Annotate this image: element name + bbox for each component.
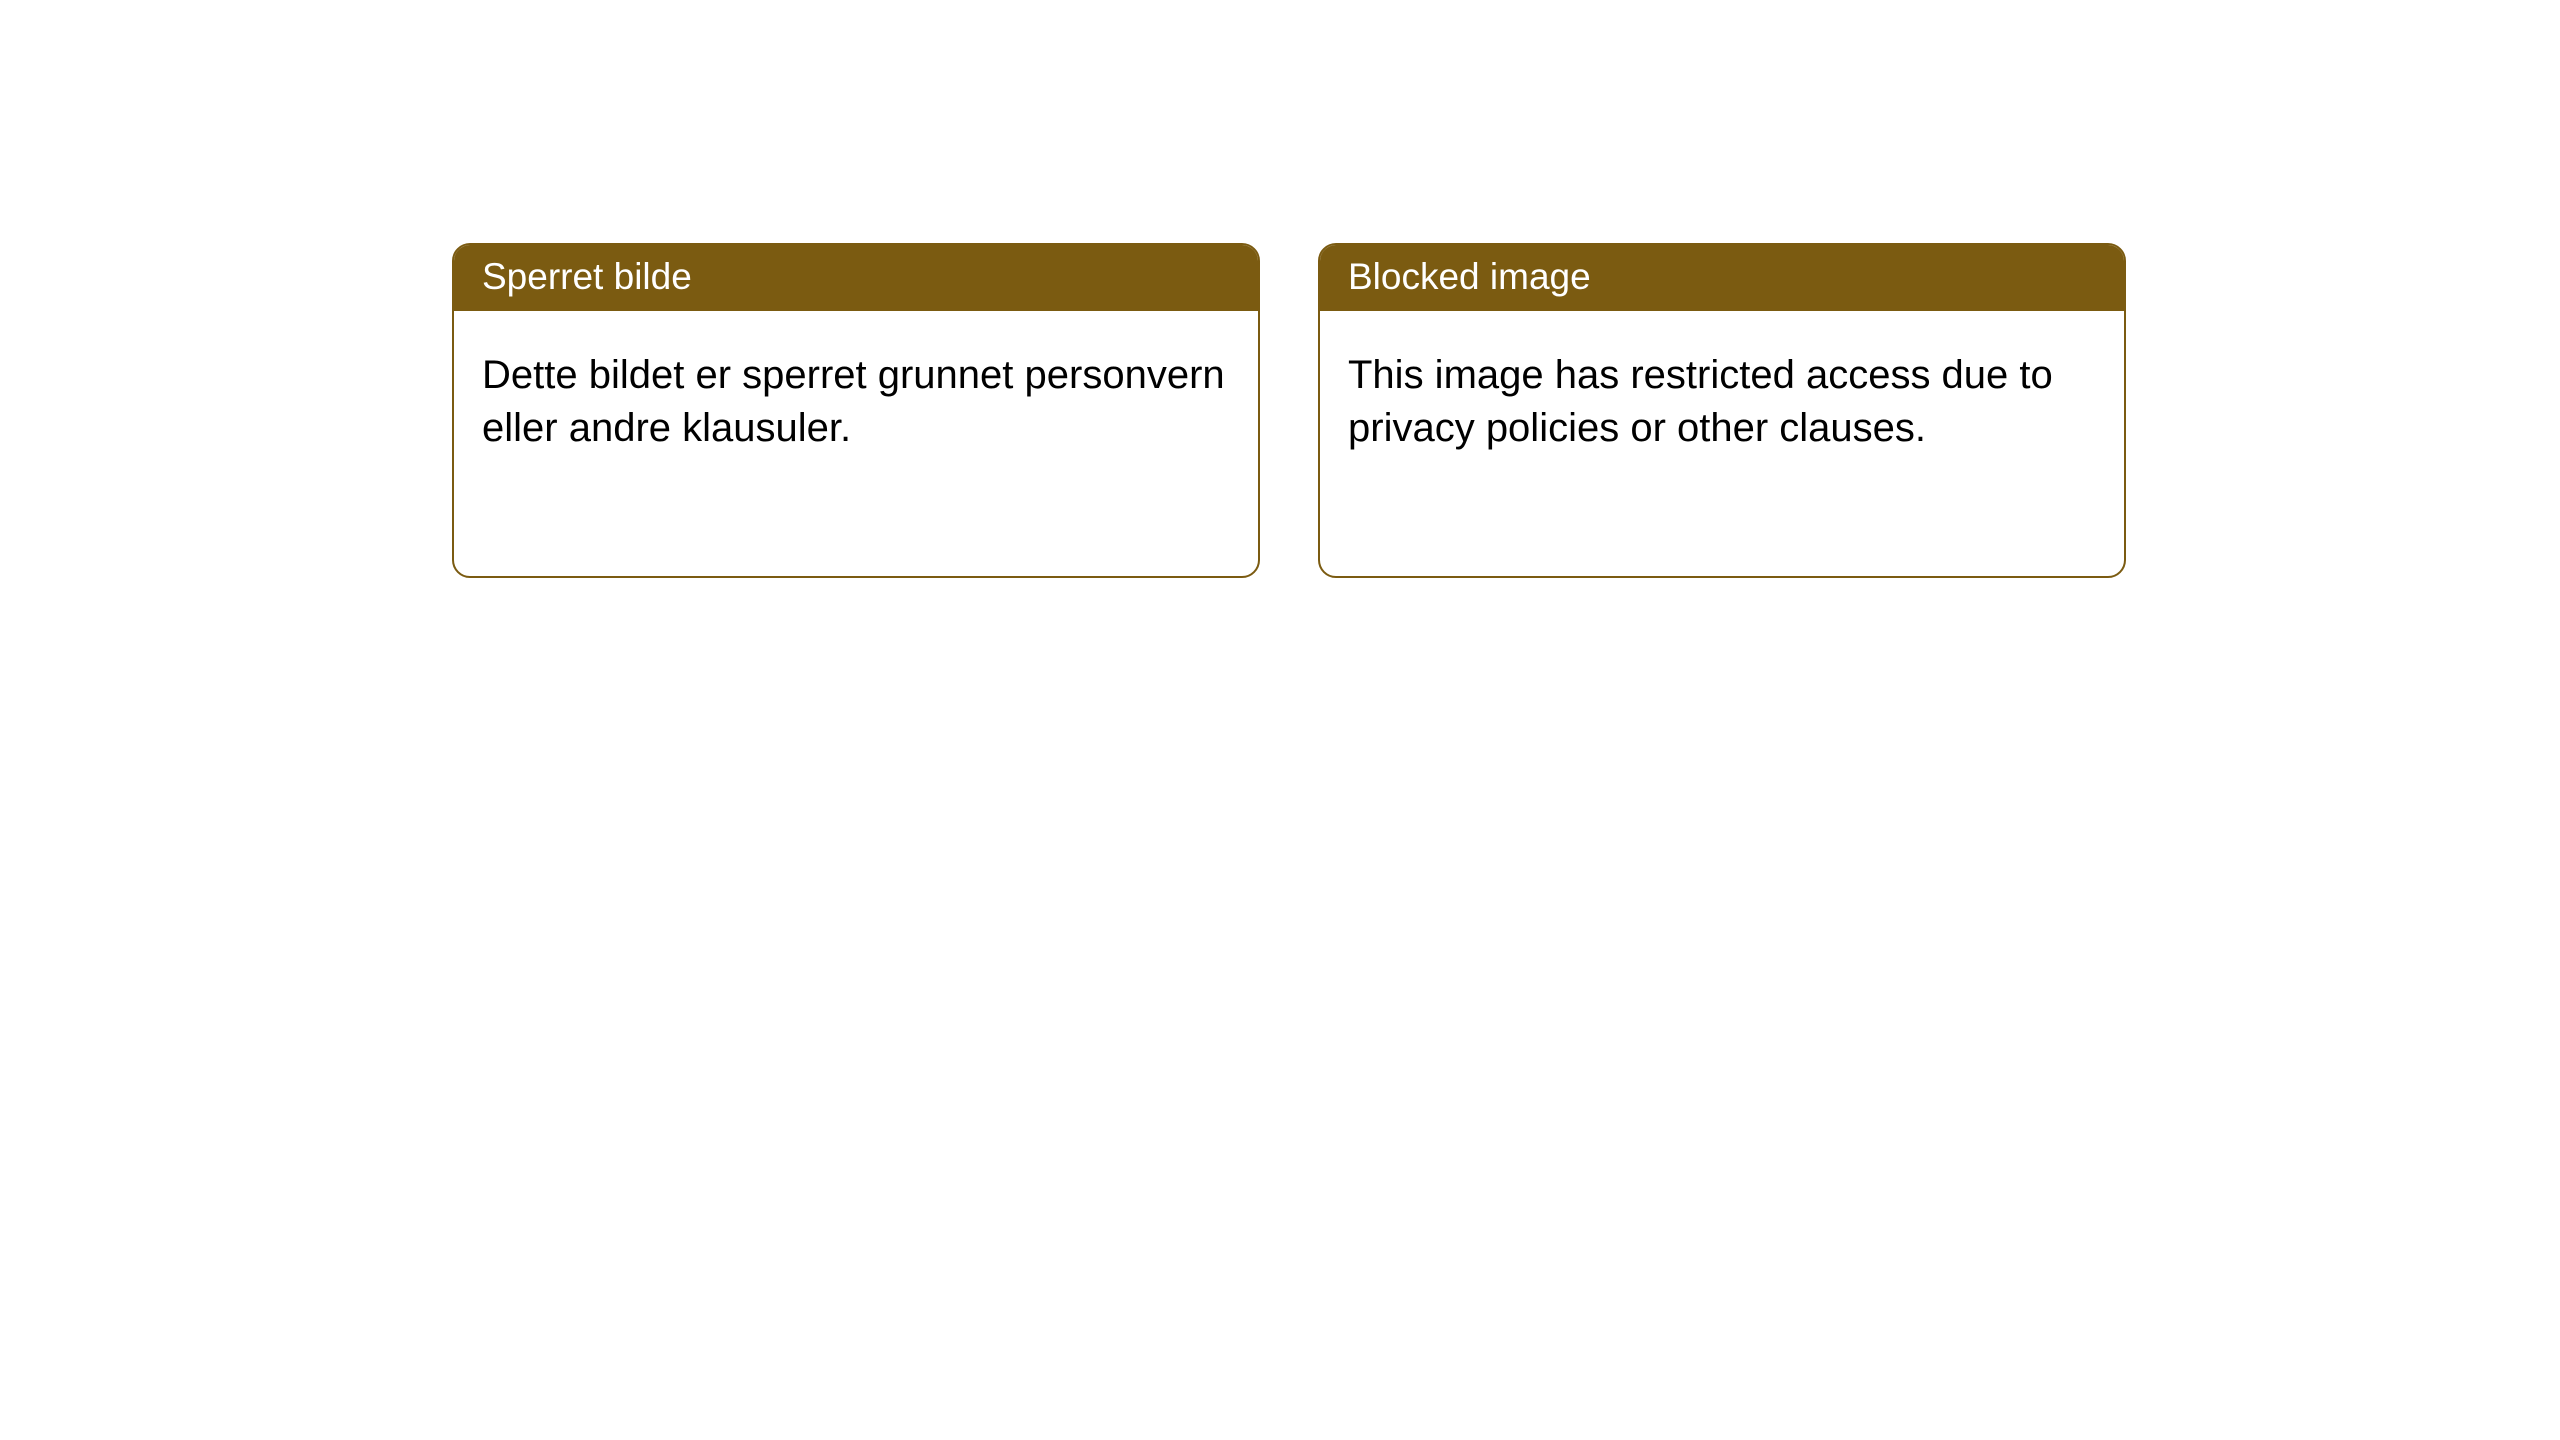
blocked-image-card-english: Blocked image This image has restricted … xyxy=(1318,243,2126,578)
blocked-image-card-norwegian: Sperret bilde Dette bildet er sperret gr… xyxy=(452,243,1260,578)
card-header-title: Sperret bilde xyxy=(454,245,1258,311)
card-header-title: Blocked image xyxy=(1320,245,2124,311)
notice-container: Sperret bilde Dette bildet er sperret gr… xyxy=(0,0,2560,578)
card-body-text: Dette bildet er sperret grunnet personve… xyxy=(454,311,1258,483)
card-body-text: This image has restricted access due to … xyxy=(1320,311,2124,483)
